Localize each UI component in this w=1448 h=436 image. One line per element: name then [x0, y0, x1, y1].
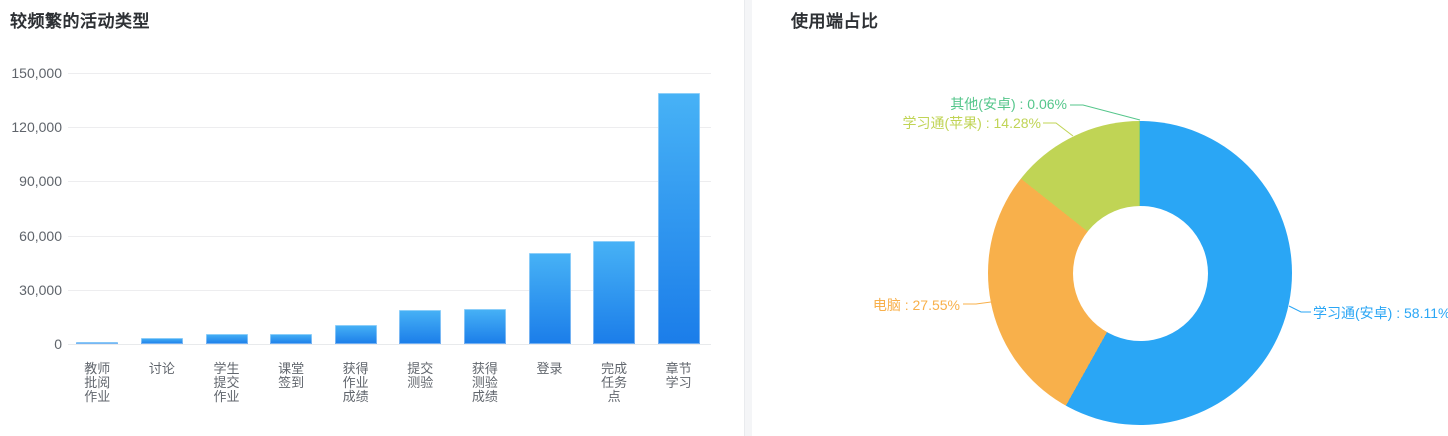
y-axis-tick-label: 60,000 — [19, 227, 62, 244]
y-axis-tick-label: 0 — [54, 336, 62, 352]
bar[interactable] — [76, 341, 119, 344]
gridline — [68, 127, 711, 129]
panel-divider — [744, 0, 752, 436]
leader-line-xuexitong-android — [1288, 305, 1311, 313]
donut-hole — [1072, 205, 1208, 341]
x-axis-category-label: 登录 — [536, 361, 563, 376]
bar[interactable] — [140, 337, 183, 344]
x-axis-category-label: 提交 测验 — [407, 361, 434, 390]
x-axis-category-label: 课堂 签到 — [278, 361, 305, 390]
x-axis-category-label: 讨论 — [148, 361, 175, 376]
leader-line-pc — [963, 301, 992, 305]
pie-chart-title: 使用端占比 — [791, 12, 879, 31]
bar[interactable] — [593, 241, 636, 344]
x-axis-category-label: 获得 测验 成绩 — [471, 361, 498, 404]
x-axis-category-label: 完成 任务点 — [601, 361, 628, 404]
bar-chart-y-axis: 0 30,000 60,000 90,000 120,000 150,000 — [0, 0, 62, 436]
x-axis-category-label: 教师 批阅 作业 — [84, 361, 111, 404]
bar[interactable] — [399, 309, 442, 344]
bar[interactable] — [657, 92, 700, 344]
x-axis-category-label: 获得 作业 成绩 — [342, 361, 369, 404]
pie-label-pc: 电脑 : 27.55% — [872, 297, 960, 313]
leader-line-xuexitong-apple — [1043, 122, 1074, 137]
y-axis-tick-label: 120,000 — [11, 119, 62, 136]
donut-chart[interactable] — [988, 121, 1292, 425]
gridline — [68, 235, 711, 237]
pie-label-xuexitong-android: 学习通(安卓) : 58.11% — [1313, 305, 1448, 321]
y-axis-tick-label: 150,000 — [11, 65, 62, 81]
bar[interactable] — [334, 325, 377, 344]
leader-line-other-android — [1070, 104, 1141, 121]
gridline — [68, 73, 711, 74]
gridline — [68, 289, 711, 291]
bar-chart-plot-area — [65, 73, 711, 345]
gridline — [68, 181, 711, 183]
bar[interactable] — [205, 333, 248, 344]
gridline — [68, 344, 711, 345]
bar[interactable] — [528, 253, 571, 344]
x-axis-category-label: 学生 提交 作业 — [213, 361, 240, 404]
bar[interactable] — [463, 309, 506, 344]
pie-label-xuexitong-apple: 学习通(苹果) : 14.28% — [902, 115, 1041, 131]
bar-chart-title: 较频繁的活动类型 — [10, 12, 150, 31]
bar[interactable] — [270, 334, 313, 344]
y-axis-tick-label: 30,000 — [19, 281, 62, 298]
bar-chart-x-axis: 教师 批阅 作业 讨论 学生 提交 作业 课堂 签到 获得 作业 成绩 提交 测验 获得 测验 成绩 登录 完成 任务… — [65, 362, 711, 422]
y-axis-tick-label: 90,000 — [19, 173, 62, 190]
pie-label-other-android: 其他(安卓) : 0.06% — [950, 96, 1067, 112]
x-axis-category-label: 章节 学习 — [665, 361, 692, 390]
